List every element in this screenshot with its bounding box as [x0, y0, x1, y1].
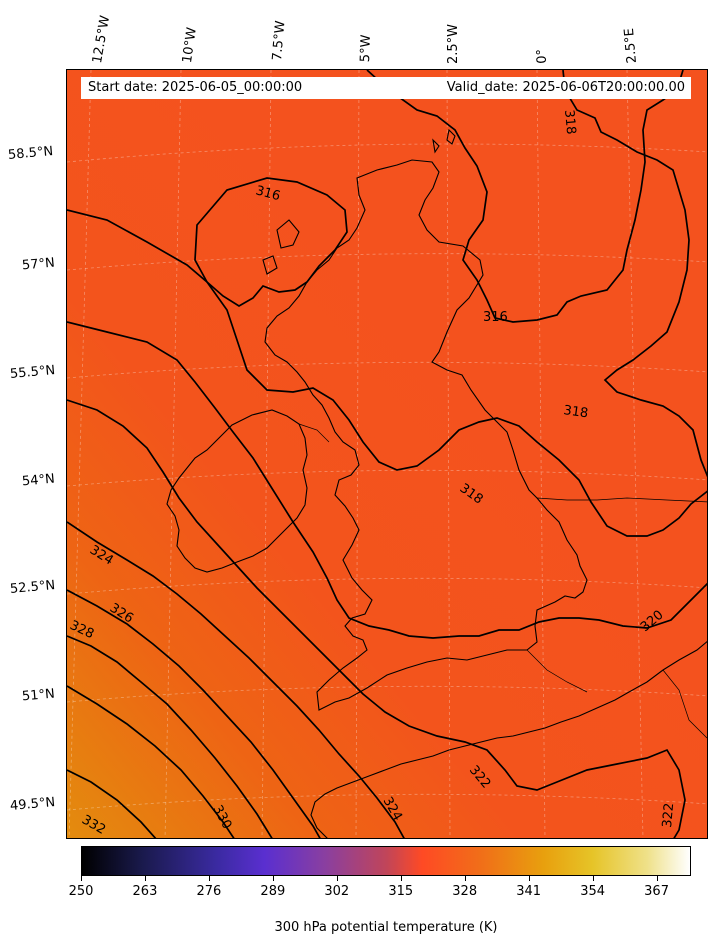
contour-322 — [67, 399, 686, 838]
colorbar-tick — [528, 876, 530, 881]
continent-coast — [310, 640, 707, 838]
borders — [298, 423, 707, 739]
contour-label-318-a: 318 — [561, 109, 578, 135]
colorbar-tick — [336, 876, 338, 881]
lon-label-2-5w: 2.5°W — [446, 23, 461, 64]
contour-label-316-a: 316 — [254, 183, 282, 204]
lat-label-55-5n: 55.5°N — [9, 363, 56, 382]
graticule — [67, 70, 707, 838]
contour-316-north — [194, 177, 348, 307]
lon-label-5w: 5°W — [358, 34, 374, 63]
colorbar-tick-label: 354 — [580, 884, 606, 899]
colorbar-tick-label: 263 — [132, 884, 158, 899]
lat-label-49-5n: 49.5°N — [9, 795, 56, 814]
colorbar-tick-label: 328 — [452, 884, 478, 899]
colorbar-tick — [656, 876, 658, 881]
contour-320 — [67, 321, 707, 639]
lon-label-12-5w: 12.5°W — [90, 14, 114, 65]
colorbar-tick — [272, 876, 274, 881]
map-svg: 316 316 318 318 318 320 322 322 324 324 … — [67, 70, 707, 838]
contour-318 — [67, 209, 707, 537]
contour-label-322-b: 322 — [660, 802, 677, 828]
colorbar-tick-label: 302 — [324, 884, 350, 899]
contour-316-east — [366, 70, 684, 323]
map-panel[interactable]: 316 316 318 318 318 320 322 322 324 324 … — [66, 69, 708, 839]
ireland-coast — [166, 409, 308, 573]
contour-332 — [67, 769, 157, 838]
contour-318-east — [562, 70, 707, 478]
contours — [67, 70, 707, 838]
valid-date-text: Valid_date: 2025-06-06T20:00:00.00 — [446, 80, 685, 95]
hebrides-islands — [262, 219, 300, 275]
colorbar-tick — [81, 876, 82, 881]
colorbar-tick — [144, 876, 146, 881]
colorbar-tick-label: 315 — [388, 884, 414, 899]
colorbar-tick-label: 289 — [260, 884, 286, 899]
lat-label-57n: 57°N — [21, 255, 56, 274]
contour-label-318-b: 318 — [562, 403, 589, 421]
contour-326 — [67, 589, 321, 838]
contour-328 — [67, 635, 273, 838]
lat-label-58-5n: 58.5°N — [7, 144, 54, 163]
colorbar-tick-label: 341 — [516, 884, 542, 899]
colorbar-title: 300 hPa potential temperature (K) — [274, 920, 498, 935]
colorbar-tick-label: 367 — [644, 884, 669, 899]
contour-label-316-b: 316 — [483, 310, 508, 325]
great-britain-coast — [264, 159, 588, 711]
start-date-text: Start date: 2025-06-05_00:00:00 — [88, 80, 303, 95]
temperature-field — [67, 70, 707, 838]
lat-label-52-5n: 52.5°N — [9, 578, 56, 597]
lat-label-51n: 51°N — [21, 686, 56, 705]
shetland-islands — [432, 128, 456, 154]
lat-label-54n: 54°N — [21, 471, 56, 490]
colorbar-tick — [592, 876, 594, 881]
colorbar-tick — [400, 876, 402, 881]
lon-label-7-5w: 7.5°W — [270, 20, 289, 62]
colorbar-tick — [208, 876, 210, 881]
contour-324 — [67, 521, 405, 838]
colorbar-tick — [464, 876, 466, 881]
colorbar-tick-label: 250 — [68, 884, 94, 899]
date-info-box: Start date: 2025-06-05_00:00:00 Valid_da… — [81, 77, 691, 99]
lon-label-10w: 10°W — [180, 26, 200, 65]
colorbar — [81, 846, 691, 876]
contour-330 — [67, 685, 235, 838]
lon-label-0: 0° — [534, 48, 550, 64]
lon-label-2-5e: 2.5°E — [621, 27, 640, 64]
coastlines — [166, 128, 707, 838]
colorbar-tick-label: 276 — [196, 884, 222, 899]
